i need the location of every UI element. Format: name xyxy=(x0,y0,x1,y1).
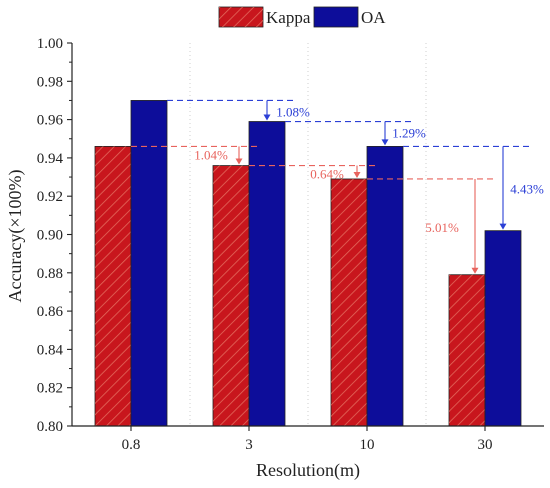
annotation-arrow-head xyxy=(381,139,389,146)
annotation-oa-0-1: 1.08% xyxy=(167,99,310,121)
legend-swatch-kappa-hatch xyxy=(219,7,263,27)
axes-layer: 0.80 0.82 0.84 0.86 0.88 0.90 0.92 0.94 0.96 0.98… xyxy=(37,36,544,453)
bar-oa-30 xyxy=(484,230,522,427)
y-tick-label: 0.98 xyxy=(37,74,63,90)
legend-swatch-oa xyxy=(313,6,359,28)
y-tick-label: 0.82 xyxy=(37,381,63,397)
x-tick-label: 3 xyxy=(245,437,253,453)
annotation-label: 5.01% xyxy=(425,220,459,235)
legend-item-oa: OA xyxy=(313,6,386,28)
bar-hatch-kappa-10 xyxy=(331,178,367,426)
y-tick-label: 0.80 xyxy=(37,419,63,435)
y-tick-label: 0.84 xyxy=(37,342,64,358)
y-tick-label: 0.96 xyxy=(37,113,64,129)
annotation-label: 1.04% xyxy=(194,147,228,162)
y-axis-title: Accuracy(×100%) xyxy=(5,169,26,302)
x-tick-label: 0.8 xyxy=(122,437,141,453)
bar-oa-10 xyxy=(366,146,404,427)
x-tick-label: 10 xyxy=(360,437,375,453)
bar-oa-0.8 xyxy=(130,100,168,427)
annotation-kappa-2-3: 5.01% xyxy=(367,178,497,274)
bar-hatch-kappa-0.8 xyxy=(95,146,131,426)
annotation-kappa-0-1: 1.04% xyxy=(131,145,261,165)
legend-label-oa: OA xyxy=(361,8,386,27)
y-tick-label: 0.88 xyxy=(37,266,63,282)
annotation-arrow-head xyxy=(471,267,479,274)
annotation-label: 4.43% xyxy=(510,182,544,197)
x-axis-title: Resolution(m) xyxy=(256,460,360,481)
annotation-arrow-head xyxy=(353,171,361,178)
y-tick-label: 0.86 xyxy=(37,304,64,320)
annotation-label: 0.64% xyxy=(310,167,344,182)
annotation-kappa-1-2: 0.64% xyxy=(249,165,379,182)
annotation-arrow-head xyxy=(263,114,271,121)
annotation-arrow-head xyxy=(235,158,243,165)
y-tick-label: 0.94 xyxy=(37,151,64,167)
annotation-label: 1.29% xyxy=(392,126,426,141)
y-tick-label: 0.92 xyxy=(37,189,63,205)
annotation-arrow-head xyxy=(499,223,507,230)
annotation-oa-1-2: 1.29% xyxy=(285,120,426,146)
legend: Kappa OA xyxy=(218,6,386,28)
bar-hatch-kappa-3 xyxy=(213,165,249,426)
annotation-label: 1.08% xyxy=(276,104,310,119)
x-tick-label: 30 xyxy=(478,437,493,453)
bar-oa-3 xyxy=(248,121,286,427)
legend-item-kappa: Kappa xyxy=(218,6,311,28)
legend-label-kappa: Kappa xyxy=(266,8,311,27)
bars-layer xyxy=(94,100,522,427)
y-tick-label: 0.90 xyxy=(37,228,63,244)
y-tick-label: 1.00 xyxy=(37,36,63,52)
annotations-layer: 1.08% 1.29% 4.43% 1.04% 0.64% 5.01% xyxy=(131,99,544,274)
annotation-oa-2-3: 4.43% xyxy=(403,145,544,230)
bar-hatch-kappa-30 xyxy=(449,274,485,426)
